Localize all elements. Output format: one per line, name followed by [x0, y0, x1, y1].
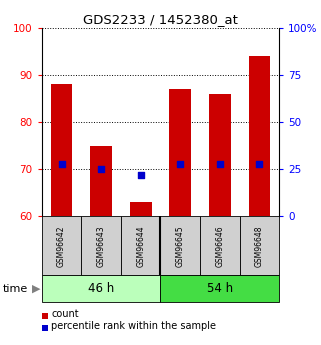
Bar [209, 94, 231, 216]
Text: time: time [3, 284, 29, 294]
Text: GSM96648: GSM96648 [255, 225, 264, 267]
Text: GSM96643: GSM96643 [97, 225, 106, 267]
Bar [42, 275, 160, 303]
Bar [200, 216, 240, 275]
Bar [160, 275, 279, 303]
Point [257, 161, 262, 166]
Text: percentile rank within the sample: percentile rank within the sample [51, 322, 216, 332]
Bar [121, 216, 160, 275]
Text: count: count [51, 309, 79, 319]
Text: 54 h: 54 h [207, 282, 233, 295]
Bar [240, 216, 279, 275]
Text: GSM96646: GSM96646 [215, 225, 224, 267]
Text: GSM96642: GSM96642 [57, 225, 66, 267]
Point [59, 161, 64, 166]
Text: ▶: ▶ [32, 284, 40, 294]
Bar [81, 216, 121, 275]
Bar [42, 216, 81, 275]
Bar [130, 202, 152, 216]
Bar [90, 146, 112, 216]
Bar [169, 89, 191, 216]
Bar [51, 84, 73, 216]
Bar [248, 56, 270, 216]
Title: GDS2233 / 1452380_at: GDS2233 / 1452380_at [83, 13, 238, 27]
Point [138, 172, 143, 178]
Point [178, 161, 183, 166]
Point [99, 166, 104, 172]
Point [217, 161, 222, 166]
Text: 46 h: 46 h [88, 282, 114, 295]
Text: GSM96645: GSM96645 [176, 225, 185, 267]
Bar [160, 216, 200, 275]
Text: GSM96644: GSM96644 [136, 225, 145, 267]
